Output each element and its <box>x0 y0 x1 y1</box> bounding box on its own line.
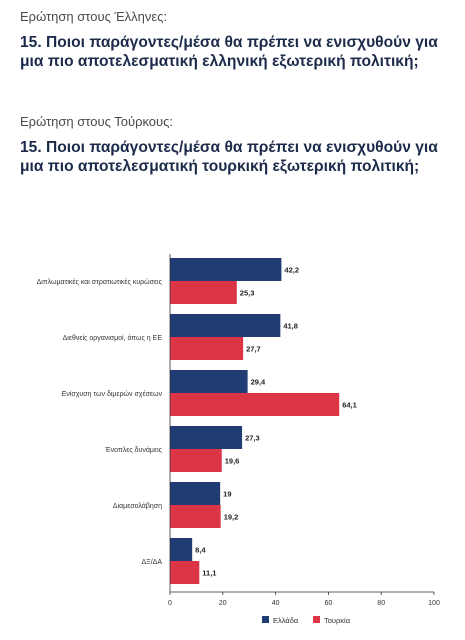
legend-label-turkey: Τουρκία <box>324 616 351 625</box>
data-label: 19,2 <box>224 513 239 522</box>
category-label: Διεθνείς οργανισμοί, όπως η ΕΕ <box>63 334 163 342</box>
data-label: 27,3 <box>245 434 260 443</box>
bar-chart: Διπλωματικές και στρατιωτικές κυρώσεις 42… <box>37 254 440 625</box>
data-label: 19 <box>223 490 231 499</box>
bar-greece <box>170 258 282 281</box>
bar-turkey <box>170 449 222 472</box>
data-label: 41,8 <box>283 322 298 331</box>
bar-turkey <box>170 337 244 360</box>
bar-turkey <box>170 505 221 528</box>
data-label: 8,4 <box>195 546 206 555</box>
data-label: 19,6 <box>225 457 240 466</box>
legend-swatch-turkey <box>313 616 320 623</box>
bar-turkey <box>170 281 237 304</box>
data-label: 64,1 <box>342 401 357 410</box>
data-label: 42,2 <box>284 266 299 275</box>
x-tick-label: 80 <box>377 600 385 607</box>
x-tick-label: 60 <box>325 600 333 607</box>
data-label: 29,4 <box>251 378 266 387</box>
bar-greece <box>170 482 221 505</box>
x-tick-label: 40 <box>272 600 280 607</box>
category-label: Διπλωματικές και στρατιωτικές κυρώσεις <box>37 278 163 286</box>
question-intro-greece: Ερώτηση στους Έλληνες: <box>20 9 168 24</box>
x-tick-label: 0 <box>168 600 172 607</box>
data-label: 27,7 <box>246 345 261 354</box>
category-label: Διαμεσολάβηση <box>113 502 162 510</box>
legend-swatch-greece <box>262 616 269 623</box>
data-label: 25,3 <box>240 289 255 298</box>
bar-greece <box>170 538 193 561</box>
bar-greece <box>170 370 248 393</box>
x-tick-label: 20 <box>219 600 227 607</box>
question-title-turkey: 15. Ποιοι παράγοντες/μέσα θα πρέπει να ε… <box>20 139 438 175</box>
category-label: Ένοπλες δυνάμεις <box>104 446 163 454</box>
data-label: 11,1 <box>202 569 216 578</box>
bar-greece <box>170 426 243 449</box>
bar-greece <box>170 314 281 337</box>
bar-turkey <box>170 393 340 416</box>
category-label: Ενίσχυση των διμερών σχέσεων <box>62 390 163 398</box>
x-tick-label: 100 <box>428 600 440 607</box>
bar-turkey <box>170 561 200 584</box>
question-title-greece: 15. Ποιοι παράγοντες/μέσα θα πρέπει να ε… <box>20 34 438 70</box>
legend-label-greece: Ελλάδα <box>273 616 299 625</box>
category-label: ΔΞ/ΔΑ <box>141 559 162 566</box>
question-intro-turkey: Ερώτηση στους Τούρκους: <box>20 114 174 129</box>
